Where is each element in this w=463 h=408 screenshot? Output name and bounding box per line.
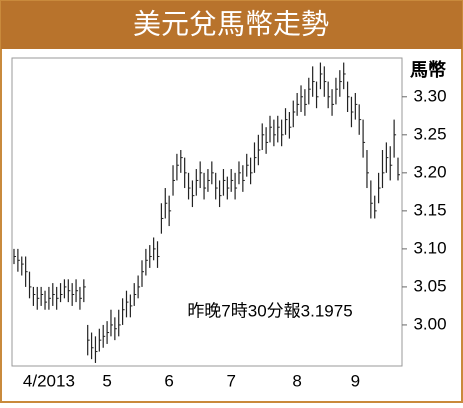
x-tick-label: 9 (351, 371, 360, 390)
chart-title: 美元兌馬幣走勢 (133, 8, 329, 39)
plot-area (11, 57, 403, 367)
x-tick-label: 7 (226, 371, 235, 390)
x-tick-label: 4/2013 (23, 371, 75, 390)
x-tick-label: 8 (292, 371, 301, 390)
y-tick-label: 3.25 (413, 124, 446, 143)
x-tick-label: 5 (102, 371, 111, 390)
x-tick-label: 6 (164, 371, 173, 390)
y-tick-label: 3.30 (413, 86, 446, 105)
annotation: 昨晚7時30分報3.1975 (187, 301, 352, 320)
y-tick-label: 3.00 (413, 314, 446, 333)
y-axis-label: 馬幣 (410, 59, 446, 80)
y-tick-label: 3.20 (413, 162, 446, 181)
title-bar (1, 1, 462, 49)
y-tick-label: 3.10 (413, 238, 446, 257)
y-tick-label: 3.05 (413, 276, 446, 295)
y-tick-label: 3.15 (413, 200, 446, 219)
